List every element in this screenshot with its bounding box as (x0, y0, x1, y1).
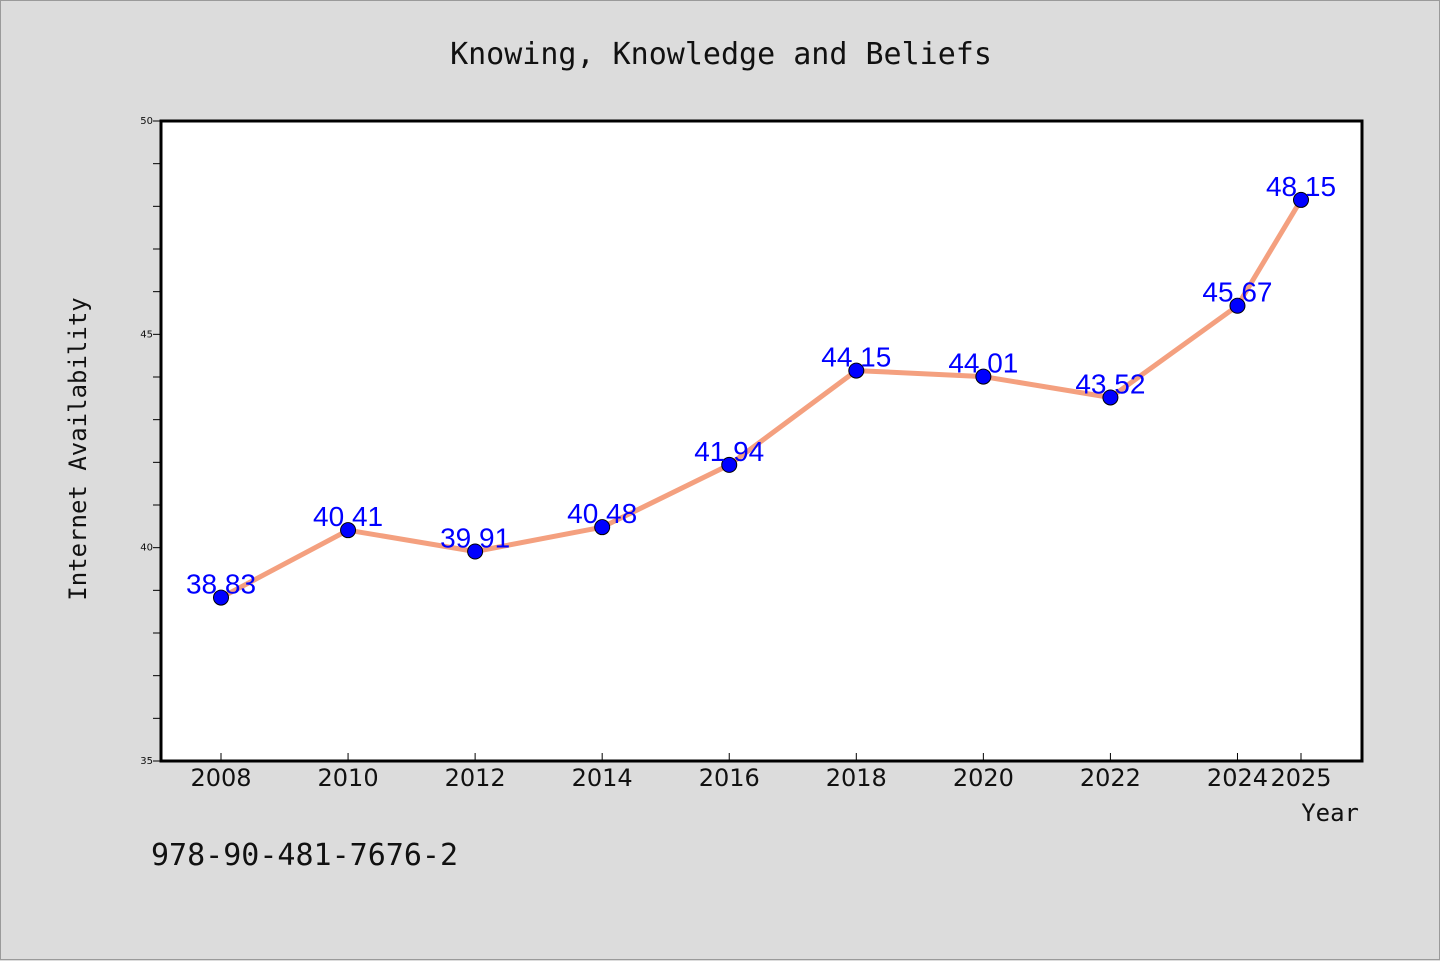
data-point (1229, 297, 1246, 314)
y-minor-ticks (153, 163, 161, 719)
x-tick-label: 2025 (1270, 764, 1331, 792)
data-label: 44.15 (821, 342, 891, 373)
x-tick-label: 2022 (1080, 764, 1141, 792)
x-tick-label: 2014 (572, 764, 633, 792)
series-line (218, 197, 1304, 601)
data-point (1293, 191, 1309, 208)
series-line-group (218, 197, 1304, 601)
chart-title: Knowing, Knowledge and Beliefs (450, 37, 992, 72)
data-point (1102, 389, 1119, 406)
isbn-text: 978-90-481-7676-2 (151, 838, 458, 873)
data-point (721, 456, 738, 473)
x-axis-label: Year (1301, 799, 1359, 827)
data-label: 38.83 (186, 569, 256, 600)
data-label: 48.15 (1266, 171, 1336, 202)
data-point (213, 589, 229, 606)
data-point (848, 362, 865, 379)
data-markers (213, 191, 1309, 606)
x-tick-label: 2018 (826, 764, 887, 792)
y-tick-label: 45 (140, 329, 153, 340)
data-label: 40.48 (567, 498, 637, 529)
y-axis-ticks: 35 40 45 50 (140, 116, 161, 767)
data-point (594, 519, 611, 536)
data-label: 39.91 (440, 523, 510, 554)
y-tick-label: 35 (140, 756, 153, 767)
x-tick-label: 2020 (953, 764, 1014, 792)
data-point (467, 543, 484, 560)
data-label: 45.67 (1202, 277, 1272, 308)
data-point (975, 368, 992, 385)
data-label: 40.41 (313, 501, 383, 532)
x-axis-ticks: 2008 2010 2012 2014 2016 2018 2020 2022 2024 2025 (190, 753, 1332, 792)
data-label: 43.52 (1075, 368, 1145, 399)
data-labels: 38.83 40.41 39.91 40.48 41.94 44.15 44.01 43.52… (186, 171, 1336, 600)
y-axis-label: Internet Availability (64, 297, 92, 600)
data-point (340, 522, 357, 539)
x-tick-label: 2012 (445, 764, 506, 792)
x-tick-label: 2008 (190, 764, 251, 792)
y-tick-label: 50 (140, 116, 153, 127)
y-tick-label: 40 (140, 543, 153, 554)
data-label: 41.94 (694, 436, 764, 467)
x-tick-label: 2016 (699, 764, 760, 792)
x-tick-label: 2010 (318, 764, 379, 792)
x-tick-label: 2024 (1207, 764, 1268, 792)
data-label: 44.01 (948, 348, 1018, 379)
